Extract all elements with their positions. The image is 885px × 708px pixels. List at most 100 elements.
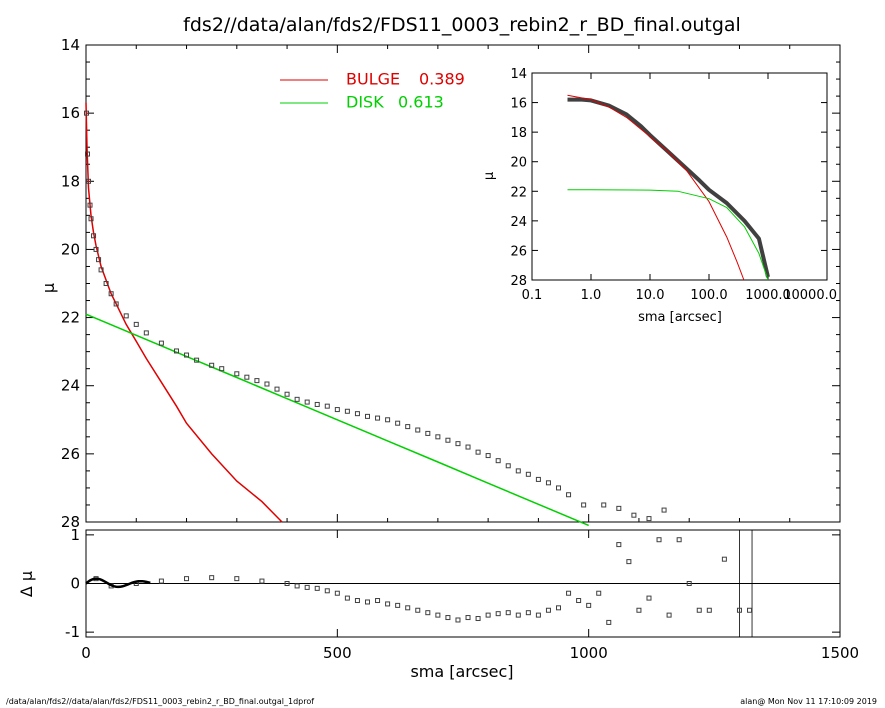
data-point — [545, 480, 551, 486]
y-tick-label: 18 — [61, 172, 80, 190]
residual-point — [736, 607, 742, 613]
residual-y-tick-label: 0 — [70, 575, 80, 593]
data-point — [646, 516, 652, 522]
data-point — [445, 437, 451, 443]
inset-y-tick-label: 28 — [510, 274, 527, 289]
y-tick-label: 14 — [61, 36, 80, 54]
legend-disk-value: 0.613 — [398, 93, 444, 112]
data-point — [93, 246, 99, 252]
residual-point — [606, 619, 612, 625]
residual-point — [314, 585, 320, 591]
main-plot-panel: 14 16 18 20 22 24 26 28 μ BULGE 0.389 DISK 0.61… — [39, 36, 841, 531]
residual-point — [656, 537, 662, 543]
inset-x-tick-label: 1.0 — [581, 288, 602, 303]
residual-point — [294, 583, 300, 589]
legend-bulge-value: 0.389 — [419, 70, 465, 89]
inset-background — [532, 73, 827, 280]
data-point — [184, 352, 190, 358]
data-point — [314, 401, 320, 407]
data-point — [354, 411, 360, 417]
chart-title: fds2//data/alan/fds2/FDS11_0003_rebin2_r… — [183, 14, 741, 36]
inset-y-tick-label: 20 — [510, 156, 527, 171]
residual-point — [395, 602, 401, 608]
y-tick-label: 20 — [61, 240, 80, 258]
data-point — [616, 505, 622, 511]
data-point — [123, 313, 129, 319]
data-point — [234, 371, 240, 377]
residual-point — [385, 601, 391, 607]
residual-point — [545, 607, 551, 613]
residual-y-axis-label: Δ μ — [17, 571, 36, 597]
residual-point — [455, 617, 461, 623]
residual-point — [525, 610, 531, 616]
data-point — [334, 407, 340, 413]
residual-y-tick-label: 1 — [70, 526, 80, 544]
residual-point — [485, 612, 491, 618]
inset-x-tick-label: 1000.0 — [745, 288, 791, 303]
x-tick-label: 1000 — [570, 644, 608, 662]
residual-point — [364, 599, 370, 605]
data-point — [87, 202, 93, 208]
residual-point — [158, 578, 164, 584]
residual-point — [425, 610, 431, 616]
data-point — [173, 348, 179, 354]
data-point — [465, 444, 471, 450]
data-point — [455, 441, 461, 447]
residual-point — [435, 612, 441, 618]
data-point — [324, 403, 330, 409]
data-point — [209, 362, 215, 368]
residual-point — [535, 612, 541, 618]
data-point — [219, 366, 225, 372]
data-point — [415, 427, 421, 433]
residual-axis-ticks: 10-10 500 1000 1500 — [65, 526, 859, 662]
y-tick-label: 22 — [61, 309, 80, 327]
residual-point — [626, 559, 632, 565]
residual-point — [354, 598, 360, 604]
residual-point — [576, 598, 582, 604]
residual-point — [586, 602, 592, 608]
data-point — [475, 449, 481, 455]
x-tick-label: 0 — [81, 644, 91, 662]
data-point — [88, 216, 94, 222]
data-point — [435, 434, 441, 440]
residual-point — [646, 595, 652, 601]
residual-point — [596, 590, 602, 596]
legend: BULGE 0.389 DISK 0.613 — [280, 70, 465, 112]
residual-point — [686, 581, 692, 586]
data-point — [395, 420, 401, 426]
main-y-axis-label: μ — [39, 283, 58, 293]
inset-plot-frame — [531, 72, 828, 281]
data-point — [631, 512, 637, 518]
data-point — [485, 453, 491, 459]
residual-plot-panel: 10-10 500 1000 1500 Δ μ sma [arcsec] — [17, 526, 859, 681]
inset-plot-panel: 14 16 18 20 22 24 26 280.1 1.0 10.0 100.0 1000.0100… — [482, 67, 837, 325]
data-point — [505, 463, 511, 469]
residual-point — [556, 605, 562, 611]
data-point — [91, 233, 97, 239]
main-x-axis-label: sma [arcsec] — [410, 662, 513, 681]
inset-y-tick-label: 16 — [510, 97, 527, 112]
data-point — [194, 357, 200, 363]
data-point — [85, 151, 91, 157]
main-series — [84, 102, 667, 527]
residual-point — [234, 576, 240, 582]
inset-y-tick-label: 24 — [510, 215, 527, 230]
residual-point — [415, 607, 421, 613]
residual-point — [505, 610, 511, 616]
data-point — [103, 281, 109, 286]
data-point — [304, 399, 310, 405]
data-point — [274, 386, 280, 392]
residual-point — [344, 595, 350, 601]
inset-y-tick-label: 18 — [510, 126, 527, 141]
series-line-disk — [85, 313, 589, 527]
residual-point — [495, 611, 501, 617]
residual-point — [721, 556, 727, 562]
residual-point — [747, 607, 753, 613]
data-point — [515, 468, 521, 474]
data-point — [86, 178, 92, 184]
data-point — [405, 424, 411, 430]
data-point — [264, 381, 270, 387]
residual-point — [696, 607, 702, 613]
residual-point — [566, 590, 572, 596]
data-point — [108, 291, 114, 297]
